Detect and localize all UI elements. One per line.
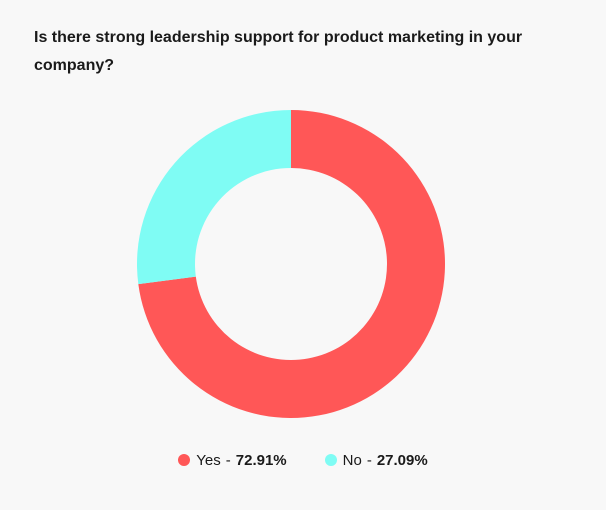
chart-legend: Yes - 72.91% No - 27.09% <box>0 448 606 472</box>
legend-label-no: No <box>342 451 362 469</box>
legend-value-yes: 72.91% <box>235 451 287 469</box>
legend-item-yes: Yes - 72.91% <box>178 451 287 469</box>
donut-slices <box>137 110 446 418</box>
legend-swatch-no <box>324 454 337 466</box>
legend-label-yes: Yes <box>196 451 221 469</box>
legend-separator-yes: - <box>225 451 231 469</box>
donut-slice-yes <box>138 110 446 418</box>
legend-separator-no: - <box>366 451 372 469</box>
legend-value-no: 27.09% <box>376 451 428 469</box>
legend-swatch-yes <box>178 454 191 466</box>
legend-item-no: No - 27.09% <box>324 451 428 469</box>
donut-slice-no <box>137 110 291 285</box>
chart-title: Is there strong leadership support for p… <box>34 29 523 74</box>
